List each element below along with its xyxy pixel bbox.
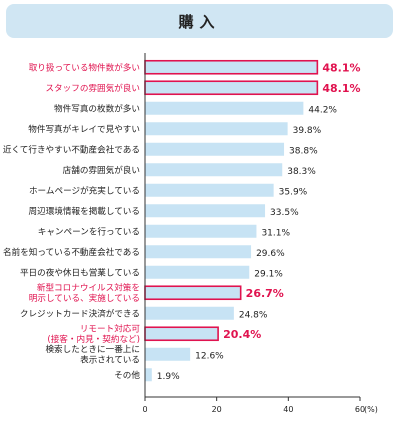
bar (145, 265, 250, 279)
x-tick-label: 0 (142, 405, 147, 414)
data-label: 29.6% (256, 249, 285, 259)
data-label: 38.3% (287, 167, 316, 177)
bar (145, 163, 283, 177)
data-label: 33.5% (270, 208, 299, 218)
category-label: 名前を知っている不動産会社である (3, 246, 140, 258)
category-label: クレジットカード決済ができる (20, 307, 140, 319)
bar (145, 122, 288, 136)
category-label: 表示されている (80, 354, 140, 366)
category-label: その他 (114, 369, 140, 381)
category-label: 明示している、実施している (29, 292, 140, 304)
data-label: 44.2% (308, 105, 337, 115)
chart-title: 購入 (178, 13, 221, 31)
bar (144, 326, 219, 342)
category-label: 新型コロナウイルス対策を (37, 282, 140, 294)
category-label: 物件写真がキレイで見やすい (28, 123, 140, 135)
data-label: 48.1% (322, 82, 360, 95)
bar (145, 183, 274, 197)
bar (144, 59, 319, 75)
category-label: スタッフの雰囲気が良い (45, 82, 140, 94)
category-label: 検索したときに一番上に (45, 343, 140, 355)
data-label: 48.1% (322, 61, 360, 74)
bar (145, 204, 266, 218)
bar (145, 224, 257, 238)
bar (145, 245, 252, 259)
data-label: 24.8% (239, 310, 268, 320)
category-label: ホームページが充実している (29, 184, 140, 196)
data-label: 35.9% (279, 187, 308, 197)
category-label: キャンペーンを行っている (38, 225, 140, 237)
data-label: 38.8% (289, 146, 318, 156)
category-label: 周辺環境情報を掲載している (29, 205, 140, 217)
data-label: 31.1% (261, 228, 290, 238)
bar (144, 285, 242, 301)
bar (145, 101, 304, 115)
data-label: 20.4% (223, 328, 261, 341)
bar (145, 368, 152, 382)
data-label: 12.6% (195, 351, 224, 361)
data-label: 1.9% (157, 372, 180, 382)
category-label: 物件写真の枚数が多い (54, 102, 140, 114)
bar (144, 80, 319, 96)
bar (145, 306, 234, 320)
x-tick-label: 60 (355, 405, 365, 414)
category-label: (接客・内見・契約など) (47, 333, 140, 345)
chart-header: 購入 (6, 4, 393, 38)
category-label: 取り扱っている物件数が多い (29, 61, 140, 73)
bar (145, 347, 191, 361)
x-axis-unit: (%) (364, 405, 378, 414)
category-label: 平日の夜や休日も営業している (20, 266, 140, 278)
data-label: 39.8% (293, 126, 322, 136)
data-label: 26.7% (246, 287, 284, 300)
category-label: リモート対応可 (80, 323, 141, 335)
x-tick-label: 40 (283, 405, 293, 414)
category-label: 近くて行きやすい不動産会社である (3, 143, 140, 155)
bar (145, 142, 285, 156)
x-tick-label: 20 (212, 405, 222, 414)
data-label: 29.1% (254, 269, 283, 279)
category-label: 店舗の雰囲気が良い (63, 164, 140, 176)
